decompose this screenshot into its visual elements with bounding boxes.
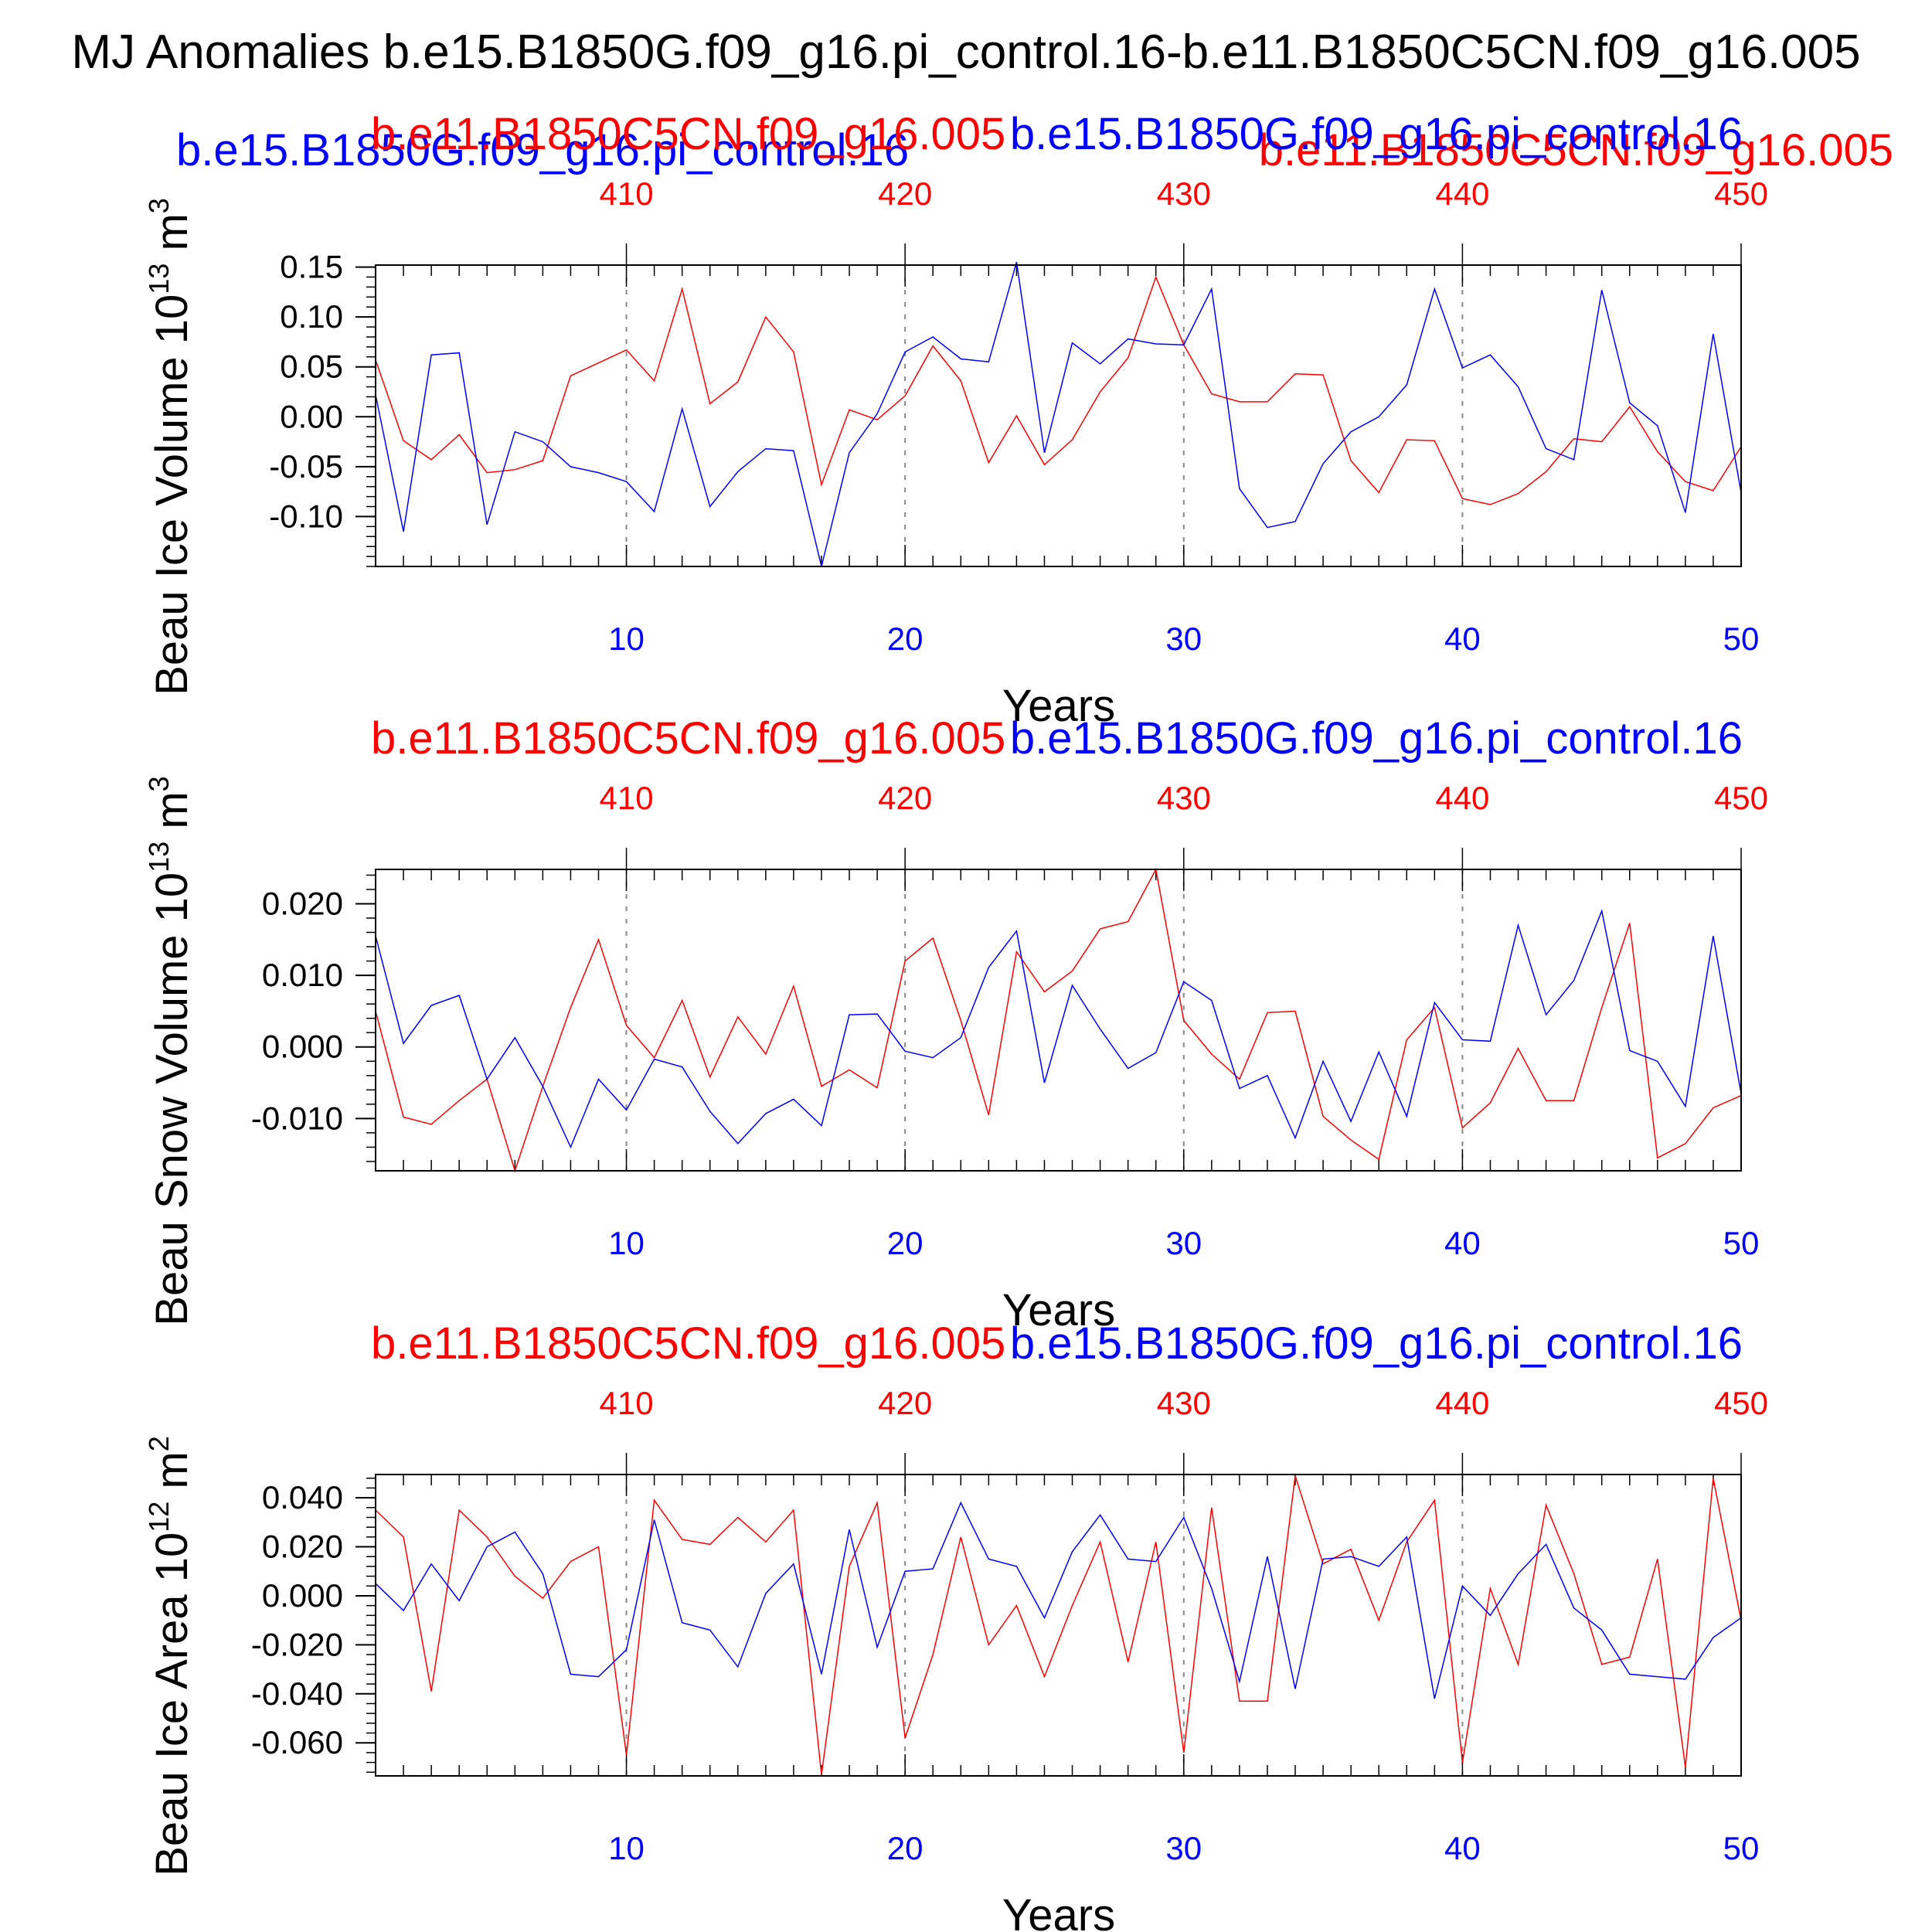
series-line-case2: [375, 867, 1742, 1173]
y-tick-label: -0.060: [251, 1724, 343, 1760]
bottom-x-tick-label: 40: [1444, 621, 1481, 657]
plot-frame: [375, 264, 1742, 567]
y-axis-title-main: Beau Ice Volume 10: [147, 294, 197, 696]
series-line-case1: [375, 1501, 1742, 1699]
panel-red-case-label: b.e11.B1850C5CN.f09_g16.005: [371, 713, 1005, 764]
bottom-x-tick-label: 50: [1723, 621, 1760, 657]
y-axis-title-unit-exponent: 2: [143, 1436, 175, 1451]
bottom-x-tick-label: 30: [1165, 1830, 1202, 1866]
y-tick-label: 0.020: [262, 1529, 343, 1565]
y-axis-title-unit: m: [147, 213, 197, 263]
bottom-x-tick-label: 40: [1444, 1225, 1481, 1261]
y-tick-label: 0.010: [262, 957, 343, 993]
panel-blue-case-label: b.e15.B1850G.f09_g16.pi_control.16: [1010, 713, 1743, 764]
bottom-x-tick-label: 30: [1165, 621, 1202, 657]
panel-snow-volume: b.e11.B1850C5CN.f09_g16.005 b.e15.B1850G.…: [143, 713, 1768, 1335]
y-axis-title-unit-exponent: 3: [143, 776, 175, 791]
top-x-tick-label: 420: [878, 175, 932, 212]
y-tick-label: -0.020: [251, 1626, 343, 1662]
series-line-case1: [375, 909, 1742, 1149]
x-axis-title: Years: [1002, 1285, 1115, 1335]
y-tick-label: 0.040: [262, 1479, 343, 1515]
top-x-tick-label: 440: [1435, 175, 1489, 212]
bottom-x-tick-label: 10: [608, 1225, 645, 1261]
y-tick-label: 0.000: [262, 1577, 343, 1614]
bottom-x-tick-label: 40: [1444, 1830, 1481, 1866]
bottom-x-tick-label: 10: [608, 1830, 645, 1866]
figure-title: MJ Anomalies b.e15.B1850G.f09_g16.pi_con…: [71, 26, 1860, 79]
top-x-tick-label: 430: [1157, 1385, 1211, 1421]
panel-red-case-label: b.e11.B1850C5CN.f09_g16.005: [371, 1318, 1005, 1369]
bottom-x-tick-label: 30: [1165, 1225, 1202, 1261]
x-axis-title: Years: [1002, 1890, 1115, 1932]
y-axis-title-exponent: 13: [143, 842, 175, 872]
series-line-case1: [375, 261, 1742, 567]
top-x-tick-label: 450: [1714, 780, 1768, 816]
bottom-x-tick-label: 50: [1723, 1225, 1760, 1261]
panel-ice-volume: b.e11.B1850C5CN.f09_g16.005 b.e15.B1850G.…: [143, 109, 1768, 731]
y-axis-title-main: Beau Ice Area 10: [147, 1532, 197, 1876]
panel1-overlay-blue-case-label: b.e15.B1850G.f09_g16.pi_control.16: [176, 125, 909, 175]
y-axis-title-exponent: 12: [143, 1502, 175, 1532]
y-tick-label: 0.00: [280, 398, 343, 434]
y-tick-label: 0.000: [262, 1029, 343, 1065]
plot-frame: [375, 869, 1742, 1172]
panel-blue-case-label: b.e15.B1850G.f09_g16.pi_control.16: [1010, 1318, 1743, 1369]
bottom-x-tick-label: 50: [1723, 1830, 1760, 1866]
x-axis-title: Years: [1002, 681, 1115, 731]
top-x-tick-label: 430: [1157, 780, 1211, 816]
top-x-tick-label: 420: [878, 1385, 932, 1421]
y-axis-title-unit-exponent: 3: [143, 198, 175, 213]
y-tick-label: 0.10: [280, 298, 343, 335]
y-tick-label: 0.020: [262, 885, 343, 921]
y-tick-label: -0.05: [269, 448, 343, 485]
top-x-tick-label: 420: [878, 780, 932, 816]
series-line-case2: [375, 1475, 1742, 1775]
top-x-tick-label: 410: [600, 780, 654, 816]
y-axis-title: Beau Ice Volume 1013 m3: [143, 198, 197, 696]
panel1-overlay-red-case-label: b.e11.B1850C5CN.f09_g16.005: [1259, 125, 1893, 175]
y-axis-title: Beau Ice Area 1012 m2: [143, 1436, 197, 1876]
top-x-tick-label: 430: [1157, 175, 1211, 212]
y-tick-label: -0.010: [251, 1100, 343, 1136]
top-x-tick-label: 410: [600, 1385, 654, 1421]
y-axis-title-unit: m: [147, 791, 197, 841]
y-axis-title-unit: m: [147, 1451, 197, 1501]
top-x-tick-label: 440: [1435, 1385, 1489, 1421]
panel-ice-area: b.e11.B1850C5CN.f09_g16.005 b.e15.B1850G.…: [143, 1318, 1768, 1932]
y-axis-title-main: Beau Snow Volume 10: [147, 872, 197, 1326]
y-tick-label: -0.10: [269, 498, 343, 534]
panel-red-case-label: b.e11.B1850C5CN.f09_g16.005: [371, 109, 1005, 159]
y-axis-title: Beau Snow Volume 1013 m3: [143, 776, 197, 1325]
panel-blue-case-label: b.e15.B1850G.f09_g16.pi_control.16: [1010, 109, 1743, 159]
top-x-tick-label: 450: [1714, 1385, 1768, 1421]
y-tick-label: -0.040: [251, 1675, 343, 1712]
bottom-x-tick-label: 20: [887, 1225, 923, 1261]
y-axis-title-exponent: 13: [143, 264, 175, 294]
plot-frame: [375, 1474, 1742, 1777]
series-line-case2: [375, 275, 1742, 505]
y-tick-label: 0.05: [280, 349, 343, 385]
top-x-tick-label: 450: [1714, 175, 1768, 212]
bottom-x-tick-label: 10: [608, 621, 645, 657]
bottom-x-tick-label: 20: [887, 1830, 923, 1866]
bottom-x-tick-label: 20: [887, 621, 923, 657]
top-x-tick-label: 410: [600, 175, 654, 212]
top-x-tick-label: 440: [1435, 780, 1489, 816]
y-tick-label: 0.15: [280, 249, 343, 285]
